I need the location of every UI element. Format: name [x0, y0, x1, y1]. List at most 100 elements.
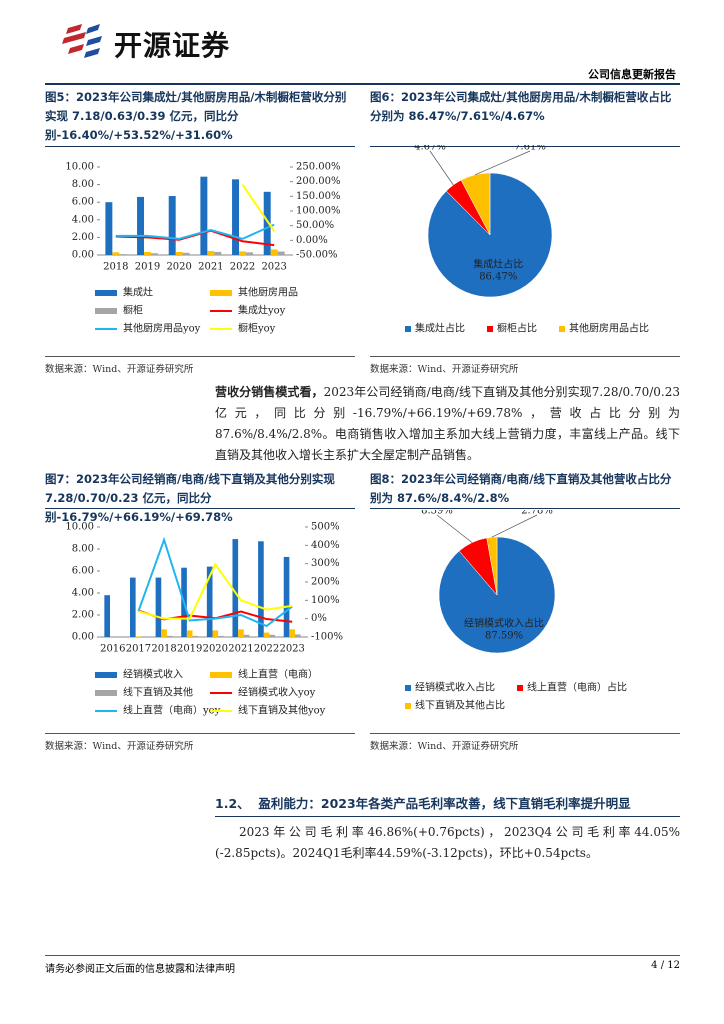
section-number: 1.2、: [215, 796, 250, 811]
x-tick-label: 2020: [166, 262, 191, 273]
legend-swatch: [95, 308, 117, 314]
disclaimer: 请务必参阅正文后面的信息披露和法律声明: [45, 964, 235, 975]
y-tick-label: 10.00: [65, 522, 94, 533]
header-rule: [45, 83, 680, 85]
pie-slice: [460, 172, 491, 236]
chart: 集成灶占比86.47%橱柜占比4.67%其他厨房用品占比7.61%集成灶占比橱柜…: [405, 145, 649, 335]
slice-label: 集成灶占比: [473, 258, 523, 271]
x-tick-label: 2022: [230, 262, 255, 273]
chart: 0.00 2.00 4.00 6.00 8.00 10.00 -100% 0% 100% 200%…: [65, 522, 343, 717]
paragraph: 2023年公司毛利率46.86%(+0.76pcts)，2023Q4公司毛利率4…: [215, 825, 680, 860]
y-tick-label: 8.00: [72, 179, 94, 190]
bar: [263, 191, 271, 255]
legend-label: 线下直销及其他: [123, 686, 193, 699]
x-tick-label: 2019: [177, 644, 202, 655]
legend-swatch: [405, 685, 411, 691]
y2-tick-label: 500%: [311, 522, 340, 533]
line-series: [241, 184, 275, 232]
legend-label: 经销模式收入占比: [415, 681, 495, 694]
y2-tick-label: 50.00%: [296, 220, 334, 231]
legend-label: 橱柜: [123, 304, 143, 317]
legend-swatch: [95, 672, 117, 678]
x-tick-label: 2021: [228, 644, 253, 655]
y2-tick-label: 100%: [311, 595, 340, 606]
y-tick-label: 6.00: [72, 566, 94, 577]
bar: [192, 635, 199, 637]
y2-tick-label: 150.00%: [296, 191, 341, 202]
figure-title: 图7：2023年公司经销商/电商/线下直销及其他分别实现 7.28/0.70/0…: [45, 470, 355, 524]
y2-tick-label: 200.00%: [296, 176, 341, 187]
line-series: [138, 562, 293, 620]
bar: [214, 251, 222, 255]
x-tick-label: 2021: [198, 262, 223, 273]
bar: [129, 577, 136, 637]
bar: [144, 251, 151, 255]
source-note: 数据来源：Wind、开源证券研究所: [45, 356, 355, 375]
x-tick-label: 2019: [135, 262, 160, 273]
y2-tick-label: 300%: [311, 558, 340, 569]
legend-label: 集成灶: [123, 286, 153, 299]
legend-swatch: [487, 326, 493, 332]
bar: [243, 634, 250, 637]
legend-swatch: [210, 672, 232, 678]
paragraph-lead: 营收分销售模式看，: [215, 385, 324, 399]
legend-label: 集成灶yoy: [238, 304, 286, 317]
legend-swatch: [95, 290, 117, 296]
bar: [207, 251, 215, 255]
y2-tick-label: 0%: [311, 613, 327, 624]
leader-line: [429, 150, 454, 186]
section-title: 盈利能力：2023年各类产品毛利率改善，线下直销毛利率提升明显: [258, 796, 631, 811]
bar: [182, 252, 190, 255]
legend-label: 其他厨房用品yoy: [123, 322, 201, 335]
y2-tick-label: -100%: [311, 632, 343, 643]
bar: [232, 539, 239, 637]
bar: [283, 556, 290, 637]
bar: [277, 251, 285, 255]
y-tick-label: 0.00: [72, 632, 94, 643]
legend-label: 经销模式收入: [123, 668, 183, 681]
legend-label: 经销模式收入yoy: [238, 686, 316, 699]
bar: [105, 202, 113, 255]
y2-tick-label: 250.00%: [296, 162, 341, 173]
bar: [263, 632, 270, 637]
y2-tick-label: 400%: [311, 540, 340, 551]
y-tick-label: 4.00: [72, 588, 94, 599]
figure-title: 图6：2023年公司集成灶/其他厨房用品/木制橱柜营收占比分别为 86.47%/…: [370, 88, 680, 147]
chart: 0.00 2.00 4.00 6.00 8.00 10.00 -50.00% 0.00% 50.…: [65, 162, 341, 335]
leader-line: [436, 514, 473, 543]
bar: [161, 629, 167, 637]
bar: [137, 196, 145, 255]
chart: 经销模式收入占比87.59%线上直营（电商）占比8.39%线下直销及其他占比2.…: [405, 510, 627, 712]
bar: [200, 176, 208, 255]
logo: 开源证券: [60, 22, 260, 62]
bar: [218, 635, 224, 637]
bar: [238, 629, 244, 637]
slice-value: 86.47%: [479, 272, 517, 283]
pie-slice: [486, 536, 498, 596]
bar: [270, 249, 278, 255]
bar: [119, 254, 127, 255]
legend-swatch: [405, 326, 411, 332]
legend-label: 线上直营（电商）: [238, 668, 318, 681]
bar: [289, 629, 296, 637]
source-note: 数据来源：Wind、开源证券研究所: [45, 733, 355, 752]
bar: [150, 253, 158, 255]
bar: [104, 595, 110, 637]
leader-line: [491, 514, 538, 538]
y2-tick-label: 100.00%: [296, 206, 341, 217]
report-type: 公司信息更新报告: [588, 68, 676, 81]
y2-tick-label: -50.00%: [296, 250, 338, 261]
slice-label: 经销模式收入占比: [464, 617, 544, 630]
bar: [232, 179, 240, 255]
brand: 开源证券: [114, 29, 231, 62]
figure-title: 图5：2023年公司集成灶/其他厨房用品/木制橱柜营收分别实现 7.18/0.6…: [45, 88, 355, 147]
bar: [155, 577, 162, 637]
bar: [212, 630, 219, 637]
legend-swatch: [559, 326, 565, 332]
bar: [166, 635, 173, 637]
y-tick-label: 2.00: [72, 232, 94, 243]
bar: [245, 252, 253, 255]
y-tick-label: 0.00: [72, 250, 94, 261]
bar: [269, 634, 276, 637]
